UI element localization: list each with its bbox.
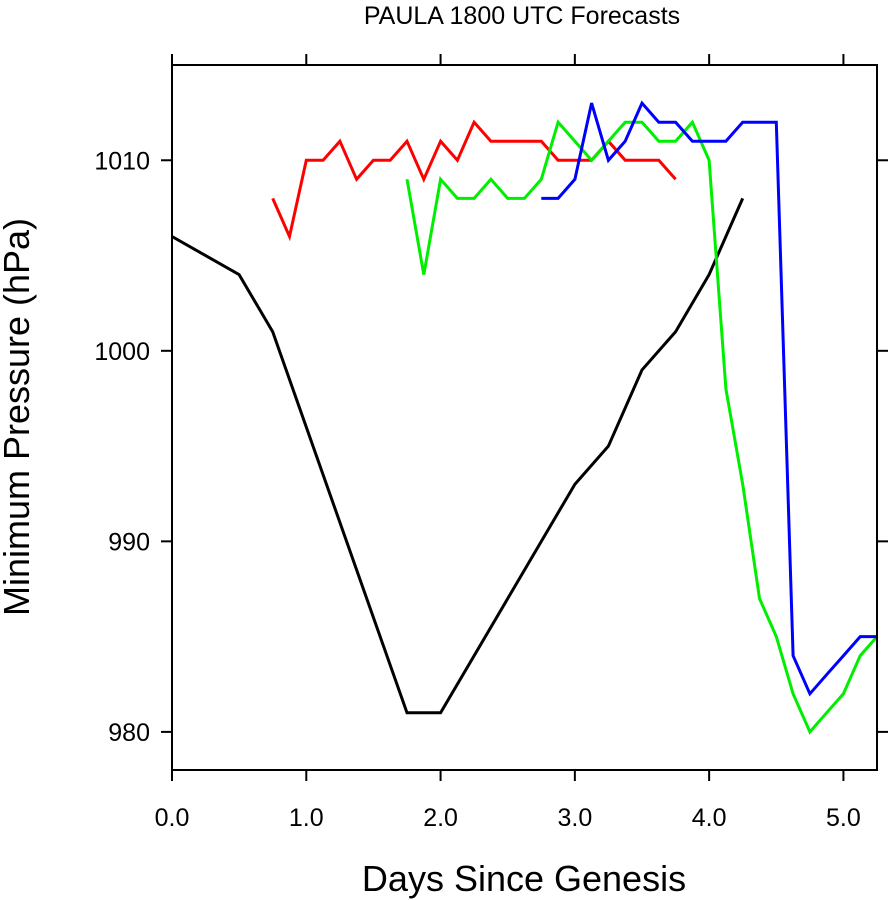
x-tick-label: 0.0 xyxy=(155,804,190,832)
y-tick-label: 1010 xyxy=(94,147,150,175)
y-tick-label: 980 xyxy=(108,719,150,747)
series-line-2 xyxy=(405,119,879,735)
tick-layer: 0.0 1.0 2.0 3.0 4.0 5.0 980 990 1000 1010 xyxy=(94,54,888,832)
x-tick-label: 2.0 xyxy=(423,804,458,832)
y-axis-label: Minimum Pressure (hPa) xyxy=(0,218,37,616)
plot-frame xyxy=(171,64,878,771)
x-tick-label: 1.0 xyxy=(289,804,324,832)
series-layer xyxy=(171,100,879,735)
y-tick-label: 1000 xyxy=(94,338,150,366)
x-axis-label: Days Since Genesis xyxy=(362,858,686,899)
y-tick-label: 990 xyxy=(108,528,150,556)
series-line-0 xyxy=(171,197,745,715)
chart-title: PAULA 1800 UTC Forecasts xyxy=(364,2,680,30)
series-line-3 xyxy=(541,100,877,697)
x-tick-label: 4.0 xyxy=(692,804,727,832)
x-tick-label: 5.0 xyxy=(826,804,861,832)
series-line-1 xyxy=(271,119,677,242)
x-tick-label: 3.0 xyxy=(557,804,592,832)
